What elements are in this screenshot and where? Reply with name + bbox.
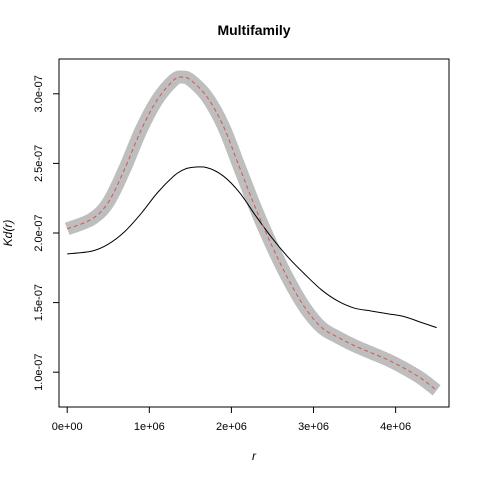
theoretical-line bbox=[67, 76, 437, 391]
y-axis-title: Kd(r) bbox=[1, 220, 15, 247]
chart-title: Multifamily bbox=[217, 22, 290, 38]
x-tick-label: 1e+06 bbox=[134, 421, 165, 433]
y-tick-label: 3.0e-07 bbox=[33, 75, 45, 112]
x-axis: 0e+00 1e+06 2e+06 3e+06 4e+06 bbox=[52, 406, 411, 433]
y-tick-label: 1.5e-07 bbox=[33, 284, 45, 321]
observed-line bbox=[67, 166, 437, 329]
x-tick-label: 3e+06 bbox=[298, 421, 329, 433]
y-tick-label: 2.5e-07 bbox=[33, 145, 45, 182]
x-tick-label: 0e+00 bbox=[52, 421, 83, 433]
y-tick-label: 2.0e-07 bbox=[33, 214, 45, 251]
x-tick-label: 4e+06 bbox=[380, 421, 411, 433]
y-tick-label: 1.0e-07 bbox=[33, 354, 45, 391]
y-axis: 1.0e-07 1.5e-07 2.0e-07 2.5e-07 3.0e-07 bbox=[33, 75, 60, 391]
series-layer bbox=[67, 76, 437, 391]
x-axis-title: r bbox=[252, 449, 257, 463]
x-tick-label: 2e+06 bbox=[216, 421, 247, 433]
